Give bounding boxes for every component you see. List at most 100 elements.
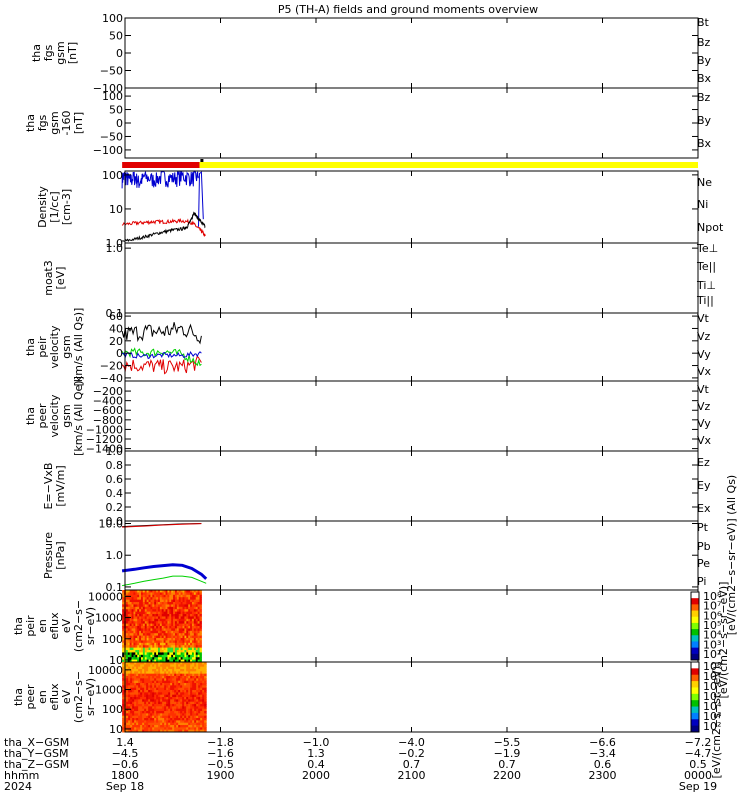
heatmap-cell bbox=[144, 687, 147, 691]
heatmap-cell bbox=[142, 626, 146, 629]
heatmap-cell bbox=[139, 645, 142, 649]
heatmap-cell bbox=[190, 701, 193, 705]
heatmap-cell bbox=[173, 659, 176, 663]
heatmap-cell bbox=[204, 715, 207, 719]
heatmap-cell bbox=[192, 727, 195, 731]
heatmap-cell bbox=[126, 671, 129, 675]
heatmap-cell bbox=[174, 669, 177, 672]
heatmap-cell bbox=[178, 676, 181, 679]
heatmap-cell bbox=[200, 729, 203, 733]
heatmap-cell bbox=[166, 673, 169, 677]
heatmap-cell bbox=[161, 597, 165, 601]
heatmap-cell bbox=[128, 664, 131, 668]
heatmap-cell bbox=[167, 604, 170, 608]
heatmap-cell bbox=[141, 633, 144, 637]
heatmap-cell bbox=[188, 616, 191, 620]
heatmap-cell bbox=[154, 690, 157, 693]
heatmap-cell bbox=[130, 669, 133, 672]
heatmap-cell bbox=[174, 638, 178, 641]
heatmap-cell bbox=[156, 650, 159, 653]
heatmap-cell bbox=[136, 727, 139, 731]
heatmap-cell bbox=[135, 594, 138, 598]
heatmap-cell bbox=[176, 671, 179, 675]
heatmap-cell bbox=[146, 609, 150, 613]
heatmap-cell bbox=[182, 650, 185, 653]
heatmap-cell bbox=[129, 650, 133, 653]
heatmap-cell bbox=[198, 680, 201, 684]
heatmap-cell bbox=[190, 645, 193, 649]
heatmap-cell bbox=[144, 708, 147, 712]
heatmap-cell bbox=[186, 673, 189, 677]
heatmap-cell bbox=[138, 706, 141, 710]
heatmap-cell bbox=[166, 683, 169, 686]
heatmap-cell bbox=[139, 599, 142, 603]
heatmap-cell bbox=[132, 699, 135, 703]
heatmap-cell bbox=[176, 729, 179, 733]
heatmap-cell bbox=[164, 708, 167, 712]
heatmap-cell bbox=[169, 628, 172, 632]
heatmap-cell bbox=[184, 685, 187, 689]
heatmap-cell bbox=[133, 635, 136, 639]
heatmap-cell bbox=[131, 654, 134, 658]
heatmap-cell bbox=[142, 669, 145, 672]
heatmap-cell bbox=[131, 592, 134, 596]
colorbar-swatch bbox=[691, 616, 699, 624]
heatmap-cell bbox=[166, 729, 169, 733]
heatmap-cell bbox=[182, 690, 185, 693]
heatmap-cell bbox=[156, 609, 159, 613]
heatmap-cell bbox=[164, 699, 167, 703]
panel-frame bbox=[124, 170, 699, 244]
heatmap-cell bbox=[180, 645, 184, 649]
heatmap-cell bbox=[163, 621, 167, 625]
heatmap-cell bbox=[180, 614, 184, 617]
heatmap-cell bbox=[178, 599, 182, 603]
heatmap-cell bbox=[193, 618, 197, 622]
heatmap-cell bbox=[180, 673, 183, 677]
x-row-value: 1900 bbox=[207, 769, 235, 782]
heatmap-cell bbox=[204, 690, 207, 693]
series-line-3 bbox=[121, 211, 206, 243]
heatmap-cell bbox=[200, 718, 203, 721]
heatmap-cell bbox=[174, 630, 178, 634]
heatmap-cell bbox=[159, 597, 163, 601]
heatmap-cell bbox=[176, 706, 179, 710]
heatmap-cell bbox=[141, 616, 144, 620]
heatmap-cell bbox=[173, 592, 176, 596]
heatmap-cell bbox=[144, 720, 147, 724]
heatmap-cell bbox=[144, 618, 148, 622]
y-tick-label: 0.6 bbox=[106, 473, 124, 486]
heatmap-cell bbox=[126, 690, 129, 693]
heatmap-cell bbox=[193, 623, 197, 627]
heatmap-cell bbox=[184, 597, 187, 601]
heatmap-cell bbox=[156, 725, 159, 728]
heatmap-cell bbox=[137, 592, 140, 596]
heatmap-cell bbox=[169, 611, 172, 615]
panel-frame bbox=[124, 17, 699, 89]
heatmap-cell bbox=[142, 616, 146, 620]
heatmap-cell bbox=[163, 633, 167, 637]
heatmap-cell bbox=[138, 711, 141, 714]
heatmap-cell bbox=[154, 604, 157, 608]
heatmap-cell bbox=[182, 673, 185, 677]
heatmap-cell bbox=[174, 592, 178, 596]
heatmap-cell bbox=[166, 704, 169, 707]
heatmap-cell bbox=[202, 715, 205, 719]
heatmap-cell bbox=[172, 666, 175, 670]
heatmap-cell bbox=[162, 718, 165, 721]
heatmap-cell bbox=[178, 657, 182, 661]
heatmap-cell bbox=[188, 711, 191, 714]
heatmap-cell bbox=[188, 713, 191, 717]
heatmap-cell bbox=[190, 592, 193, 596]
heatmap-cell bbox=[170, 664, 173, 668]
heatmap-cell bbox=[156, 633, 159, 637]
heatmap-cell bbox=[168, 727, 171, 731]
heatmap-cell bbox=[142, 628, 146, 632]
heatmap-cell bbox=[202, 692, 205, 696]
heatmap-cell bbox=[184, 628, 187, 632]
heatmap-cell bbox=[156, 683, 159, 686]
heatmap-cell bbox=[170, 683, 173, 686]
heatmap-cell bbox=[174, 666, 177, 670]
heatmap-cell bbox=[162, 666, 165, 670]
heatmap-cell bbox=[168, 676, 171, 679]
heatmap-cell bbox=[122, 638, 125, 641]
